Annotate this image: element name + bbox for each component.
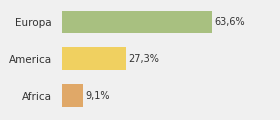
- Text: 63,6%: 63,6%: [214, 17, 245, 27]
- Bar: [62, 84, 83, 107]
- Text: 9,1%: 9,1%: [85, 91, 109, 101]
- Text: 27,3%: 27,3%: [128, 54, 159, 64]
- Bar: [62, 11, 212, 33]
- Bar: [62, 47, 126, 70]
